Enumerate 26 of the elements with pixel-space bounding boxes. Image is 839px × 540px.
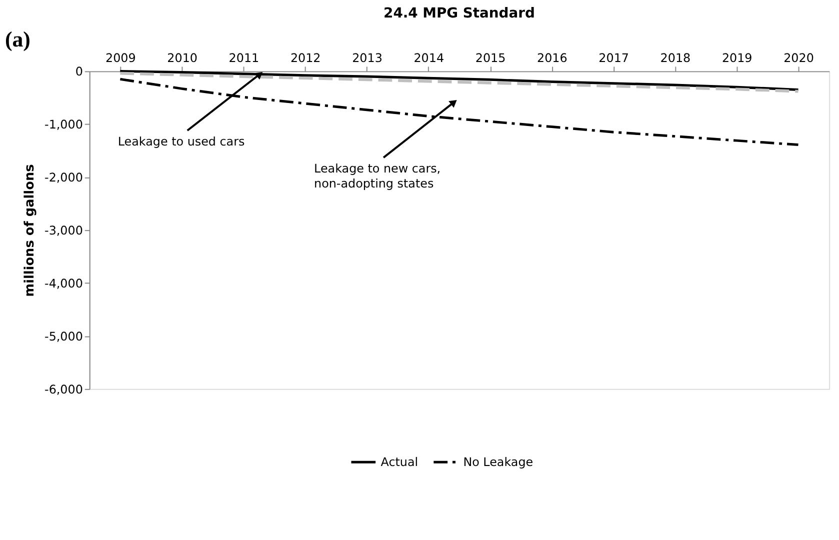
y-axis-title: millions of gallons bbox=[22, 164, 38, 297]
y-tick-label: -6,000 bbox=[44, 382, 83, 396]
x-tick-label: 2012 bbox=[290, 50, 321, 65]
x-tick-label: 2009 bbox=[106, 50, 136, 65]
x-tick-label: 2013 bbox=[352, 50, 382, 65]
x-tick-label: 2016 bbox=[537, 50, 568, 65]
x-tick-label: 2017 bbox=[598, 50, 629, 65]
legend-label: Actual bbox=[380, 455, 418, 470]
x-tick-label: 2020 bbox=[784, 50, 814, 65]
x-tick-label: 2015 bbox=[475, 50, 506, 65]
text: (a) bbox=[4, 27, 30, 52]
annotation: Leakage to new cars, non-adopting states bbox=[314, 161, 441, 190]
y-tick-label: 0 bbox=[75, 64, 83, 79]
chart-title: 24.4 MPG Standard bbox=[384, 6, 535, 22]
x-tick-label: 2014 bbox=[414, 50, 444, 65]
legend-label: No Leakage bbox=[463, 455, 534, 470]
y-tick-label: -4,000 bbox=[44, 276, 83, 290]
y-tick-label: -5,000 bbox=[44, 329, 83, 344]
y-tick-label: -1,000 bbox=[44, 118, 83, 132]
x-tick-label: 2018 bbox=[660, 50, 691, 65]
y-tick-label: -2,000 bbox=[44, 170, 83, 185]
x-tick-label: 2011 bbox=[228, 50, 260, 65]
y-tick-label: -3,000 bbox=[44, 224, 83, 238]
x-tick-label: 2019 bbox=[722, 50, 752, 65]
annotation: Leakage to used cars bbox=[118, 134, 245, 148]
x-tick-label: 2010 bbox=[167, 50, 198, 65]
